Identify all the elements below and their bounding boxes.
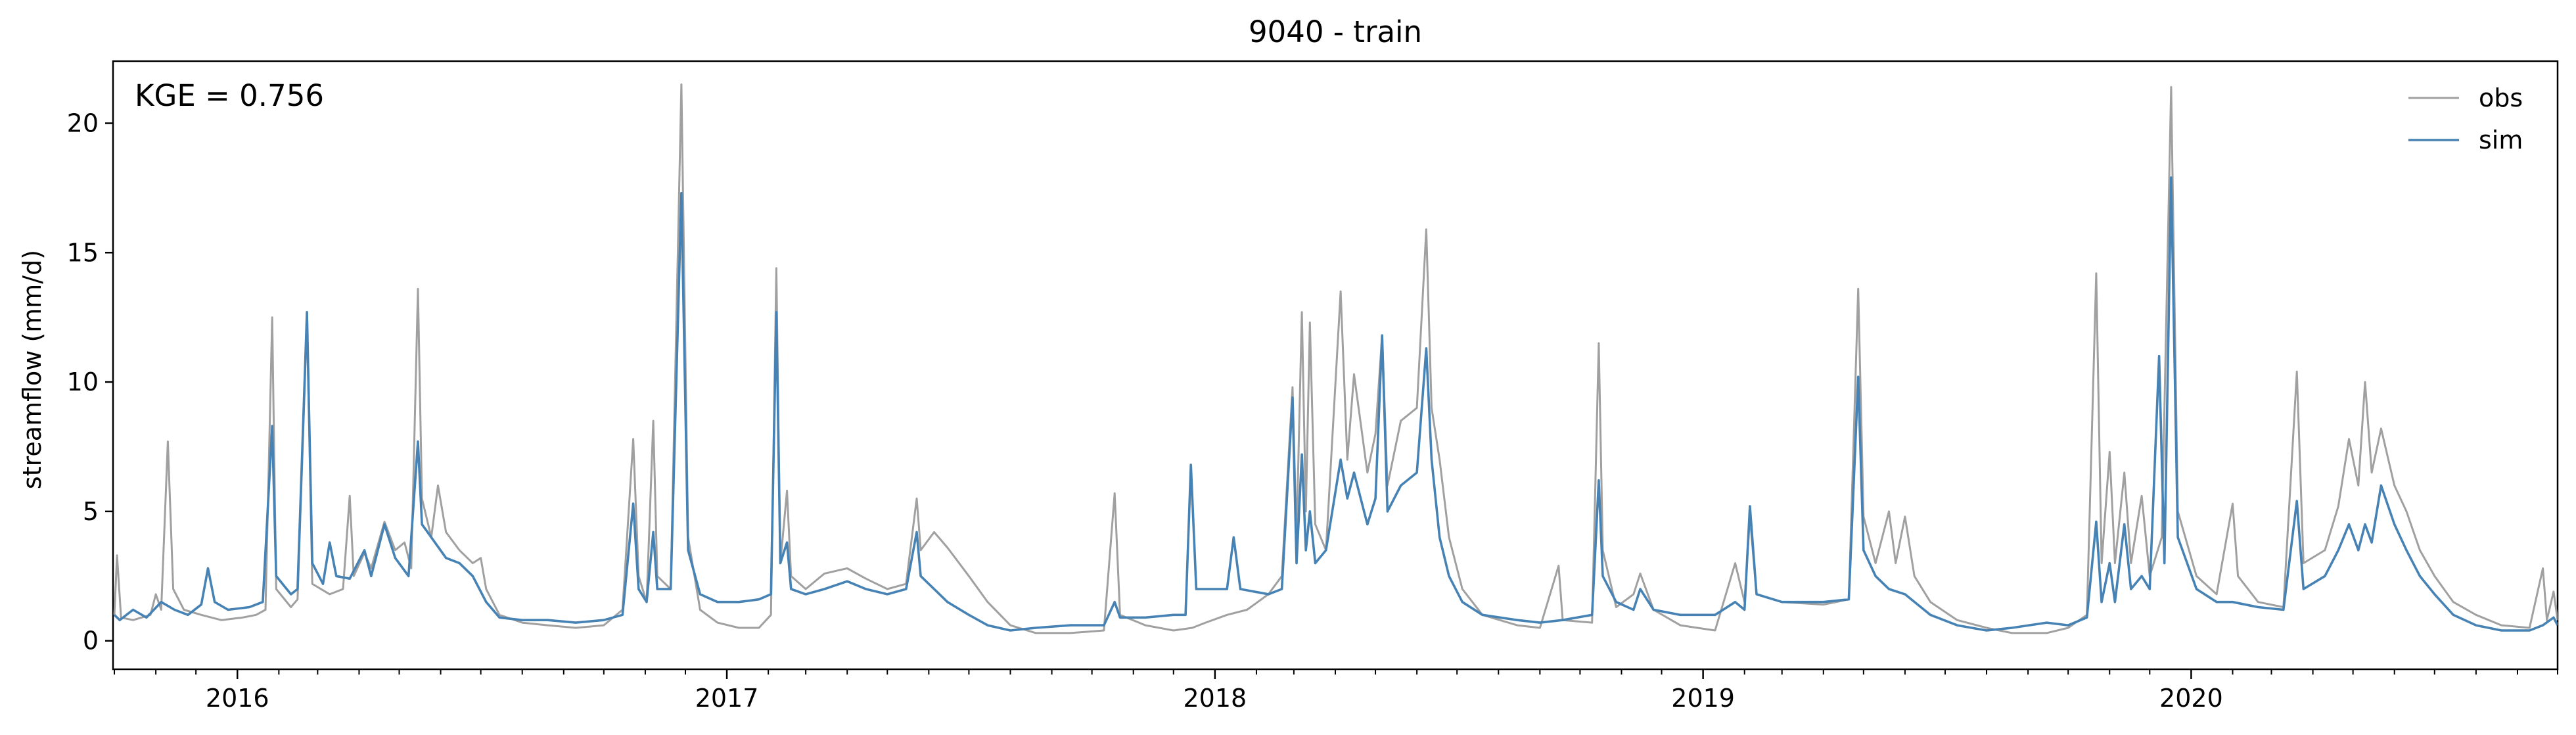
y-axis-label: streamflow (mm/d) [18,250,47,489]
y-tick-label: 15 [67,238,99,267]
y-tick-label: 0 [83,627,99,655]
x-axis: 2016 2017 2018 2019 2020 [114,669,2558,713]
legend-label-sim: sim [2479,126,2523,154]
series-line-sim [113,176,2558,632]
y-tick-label: 10 [67,368,99,396]
y-tick-label: 5 [83,497,99,526]
y-axis: 0 5 10 15 20 [67,108,113,655]
x-tick-label: 2017 [695,684,759,713]
legend: obs sim [2408,83,2523,154]
series-line-obs [113,83,2558,634]
x-tick-label: 2019 [1671,684,1735,713]
x-tick-label: 2018 [1183,684,1247,713]
chart-title: 9040 - train [1249,14,1422,49]
legend-label-obs: obs [2479,83,2523,112]
x-tick-label: 2020 [2159,684,2223,713]
plot-frame [112,60,2559,671]
kge-annotation: KGE = 0.756 [135,78,324,113]
x-tick-label: 2016 [206,684,269,713]
y-tick-label: 20 [67,108,99,137]
